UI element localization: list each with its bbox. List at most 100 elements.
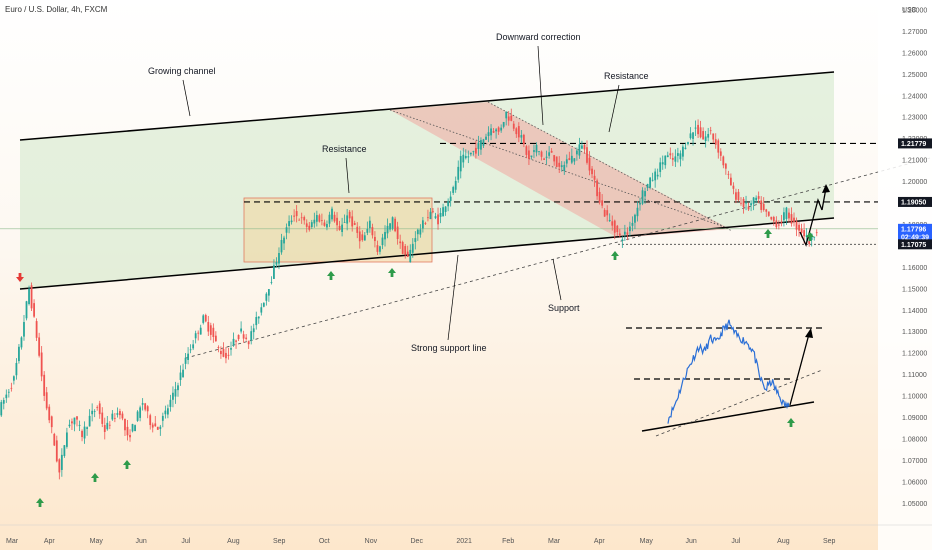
candle-body: [151, 424, 154, 428]
candle-body: [583, 144, 586, 150]
candle-body: [798, 224, 800, 231]
candle-body: [596, 180, 598, 197]
candle-body: [762, 203, 765, 211]
candle-body: [379, 246, 381, 252]
candle-body: [182, 369, 184, 378]
candle-body: [517, 126, 520, 138]
candle-body: [53, 433, 56, 446]
candle-body: [146, 406, 149, 412]
candle-body: [194, 333, 197, 339]
inset-forecast-arrowhead: [805, 328, 813, 338]
candle-body: [548, 152, 551, 156]
candle-body: [164, 410, 167, 415]
candle-body: [10, 387, 13, 389]
downward-correction-pointer: [537, 45, 544, 126]
candle-body: [338, 225, 341, 230]
candle-body: [2, 400, 5, 404]
candle-body: [689, 133, 692, 139]
candle-body: [631, 222, 634, 226]
candle-body: [252, 328, 255, 333]
candle-body: [601, 200, 604, 206]
candle-body: [795, 221, 798, 230]
candle-body: [106, 422, 109, 430]
candle-body: [492, 131, 495, 133]
candle-body: [313, 219, 316, 224]
price-tag-label: 1.17796: [901, 226, 926, 233]
candle-body: [409, 249, 412, 263]
candle-body: [353, 223, 356, 225]
time-axis-label: Jul: [181, 538, 190, 545]
candle-body: [81, 430, 83, 438]
candle-body: [111, 413, 114, 420]
time-axis-label: Aug: [777, 538, 790, 545]
candle-body: [257, 316, 260, 319]
candle-body: [40, 352, 43, 377]
candle-body: [487, 132, 490, 136]
resistance-label-2: Resistance: [604, 71, 649, 81]
candle-body: [434, 216, 437, 219]
candle-body: [626, 232, 629, 235]
candle-body: [770, 216, 773, 220]
price-axis-tick: 1.15000: [902, 286, 927, 293]
inset-up-arrow-marker: [787, 418, 795, 427]
candle-body: [60, 454, 63, 470]
candle-body: [376, 245, 379, 252]
candle-body: [134, 425, 136, 432]
price-axis-tick: 1.20000: [902, 179, 927, 186]
candle-body: [199, 327, 202, 335]
candle-body: [649, 177, 652, 188]
candle-body: [560, 165, 563, 168]
candle-body: [217, 347, 220, 348]
candle-body: [724, 163, 727, 169]
time-axis-label: Apr: [44, 538, 56, 545]
candle-body: [227, 354, 230, 356]
candle-body: [305, 223, 308, 227]
candle-body: [641, 190, 644, 204]
candle-body: [43, 374, 46, 396]
candle-body: [704, 136, 707, 141]
candle-body: [414, 238, 417, 242]
candle-body: [608, 219, 611, 222]
candle-body: [719, 151, 722, 156]
price-axis-tick: 1.12000: [902, 351, 927, 358]
candle-body: [230, 348, 232, 350]
candle-body: [288, 221, 290, 227]
up-arrow-marker: [123, 460, 131, 469]
candle-body: [563, 164, 566, 171]
candle-body: [71, 421, 73, 424]
candle-body: [50, 416, 53, 428]
candle-body: [225, 352, 227, 359]
candle-body: [464, 155, 467, 159]
candle-body: [126, 426, 129, 436]
candle-body: [618, 233, 621, 236]
candle-body: [735, 192, 737, 200]
candle-body: [328, 214, 331, 224]
candle-body: [300, 217, 303, 219]
candle-body: [505, 111, 508, 119]
candle-body: [437, 214, 439, 225]
candle-body: [674, 156, 677, 162]
candle-body: [803, 230, 806, 237]
candle-body: [285, 227, 288, 233]
candle-body: [747, 206, 750, 210]
candle-body: [179, 372, 182, 380]
price-axis-tick: 1.14000: [902, 308, 927, 315]
candle-body: [755, 197, 758, 201]
time-axis-label: Jun: [136, 538, 147, 545]
candle-body: [232, 338, 235, 346]
candle-body: [530, 155, 533, 158]
strong-support-label: Strong support line: [411, 343, 487, 353]
candle-body: [727, 173, 730, 175]
price-axis-tick: 1.05000: [902, 501, 927, 508]
candle-body: [119, 411, 121, 416]
candle-body: [103, 425, 106, 432]
price-axis-tick: 1.25000: [902, 72, 927, 79]
time-axis-label: Sep: [823, 538, 836, 545]
candle-body: [371, 227, 374, 236]
candle-body: [656, 174, 659, 177]
candle-body: [783, 212, 785, 221]
candle-body: [575, 150, 578, 155]
candle-body: [666, 155, 669, 158]
candle-body: [712, 133, 715, 140]
candle-body: [108, 424, 111, 426]
